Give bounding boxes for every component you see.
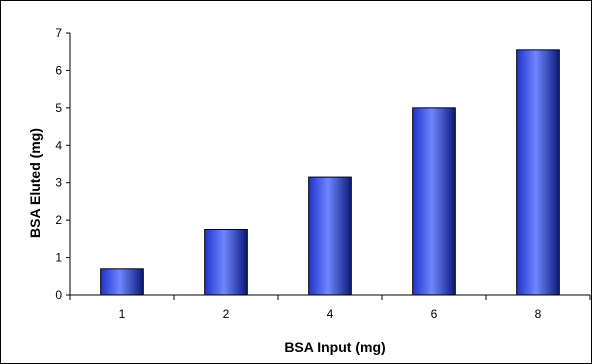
y-tick-label: 7 — [55, 26, 62, 40]
x-tick-label: 1 — [119, 307, 126, 321]
y-tick-label: 1 — [55, 251, 62, 265]
y-tick-label: 0 — [55, 288, 62, 302]
x-tick-label: 8 — [535, 307, 542, 321]
y-axis-title: BSA Eluted (mg) — [27, 128, 43, 238]
x-axis-title: BSA Input (mg) — [284, 339, 385, 355]
y-tick-label: 6 — [55, 63, 62, 77]
bar-1 — [100, 268, 144, 296]
bar-8 — [516, 49, 560, 296]
y-tick-label: 5 — [55, 101, 62, 115]
x-tick-label: 6 — [431, 307, 438, 321]
bars-layer — [100, 49, 560, 296]
axes-layer — [66, 32, 591, 300]
bar-4 — [308, 176, 352, 296]
bar-2 — [204, 229, 248, 296]
bar-6 — [412, 107, 456, 296]
x-tick-label: 2 — [223, 307, 230, 321]
y-tick-label: 3 — [55, 176, 62, 190]
y-tick-label: 2 — [55, 213, 62, 227]
labels-layer: 0 1 2 3 4 5 6 7 1 2 4 6 8 — [55, 26, 541, 321]
y-tick-label: 4 — [55, 138, 62, 152]
x-tick-label: 4 — [327, 307, 334, 321]
